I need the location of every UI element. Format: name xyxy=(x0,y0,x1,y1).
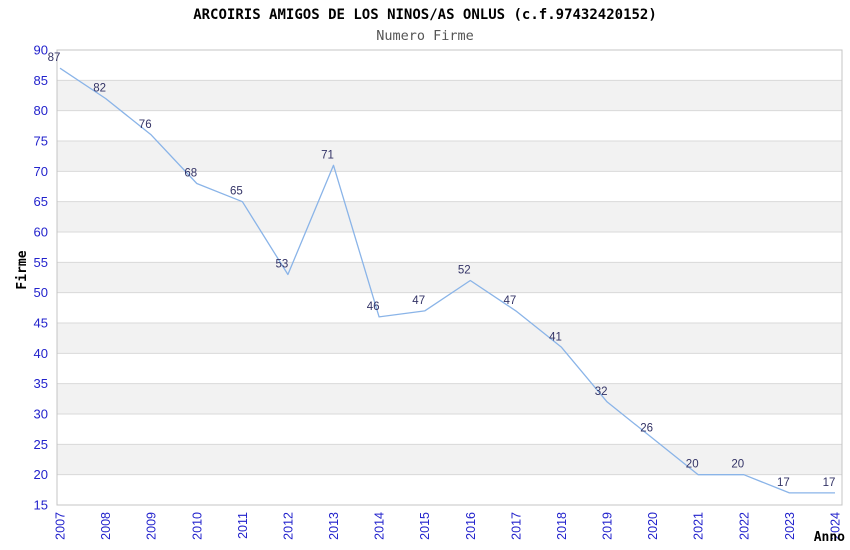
y-tick-label: 85 xyxy=(34,73,48,88)
x-tick-label: 2014 xyxy=(373,512,387,540)
data-point-label: 20 xyxy=(686,459,699,471)
data-point-label: 53 xyxy=(276,259,289,271)
x-tick-label: 2011 xyxy=(236,512,250,539)
y-tick-label: 80 xyxy=(34,103,48,118)
plot-band xyxy=(57,383,842,414)
data-point-label: 87 xyxy=(48,52,61,64)
y-tick-label: 65 xyxy=(34,194,48,209)
x-tick-label: 2018 xyxy=(555,512,569,540)
data-line xyxy=(59,67,835,494)
data-point-label: 17 xyxy=(777,477,790,489)
y-tick-label: 90 xyxy=(34,43,48,58)
y-tick-label: 30 xyxy=(34,407,48,422)
x-tick-label: 2020 xyxy=(646,512,660,540)
x-tick-label: 2012 xyxy=(281,512,295,540)
x-tick-label: 2019 xyxy=(601,512,615,540)
plot-band xyxy=(57,262,842,293)
y-tick-label: 60 xyxy=(34,225,48,240)
plot-band xyxy=(57,323,842,354)
y-tick-label: 35 xyxy=(34,376,48,391)
x-axis-title: Anno xyxy=(814,530,845,545)
y-tick-label: 40 xyxy=(34,346,48,361)
x-tick-label: 2010 xyxy=(190,512,204,540)
data-point-label: 71 xyxy=(321,149,334,161)
chart-subtitle: Numero Firme xyxy=(376,28,474,44)
data-point-label: 68 xyxy=(184,168,197,180)
chart-title: ARCOIRIS AMIGOS DE LOS NINOS/AS ONLUS (c… xyxy=(193,7,657,23)
x-tick-label: 2015 xyxy=(418,512,432,540)
x-tick-label: 2009 xyxy=(145,512,159,540)
x-tick-label: 2022 xyxy=(737,512,751,540)
data-point-label: 52 xyxy=(458,265,471,277)
x-tick-label: 2023 xyxy=(783,512,797,540)
data-point-label: 32 xyxy=(595,386,608,398)
plot-band xyxy=(57,444,842,475)
data-point-label: 47 xyxy=(412,295,425,307)
data-point-label: 17 xyxy=(823,477,836,489)
data-point-label: 46 xyxy=(367,301,380,313)
x-tick-label: 2013 xyxy=(327,512,341,540)
data-point-label: 82 xyxy=(93,83,106,95)
y-tick-label: 50 xyxy=(34,285,48,300)
y-tick-label: 20 xyxy=(34,467,48,482)
y-tick-label: 15 xyxy=(34,498,48,513)
data-point-label: 41 xyxy=(549,331,562,343)
data-point-label: 76 xyxy=(139,119,152,131)
data-point-label: 47 xyxy=(504,295,517,307)
y-tick-label: 70 xyxy=(34,164,48,179)
data-point-label: 65 xyxy=(230,186,243,198)
x-tick-label: 2021 xyxy=(692,512,706,540)
x-tick-label: 2024 xyxy=(829,512,843,540)
y-tick-label: 75 xyxy=(34,134,48,149)
plot-band xyxy=(57,80,842,111)
plot-border xyxy=(56,49,843,506)
data-point-label: 26 xyxy=(640,422,653,434)
y-tick-label: 55 xyxy=(34,255,48,270)
data-point-label: 20 xyxy=(731,459,744,471)
x-tick-label: 2007 xyxy=(54,512,68,540)
plot-band xyxy=(57,141,842,172)
y-tick-label: 45 xyxy=(34,316,48,331)
x-tick-label: 2016 xyxy=(464,512,478,540)
y-axis-title: Firme xyxy=(15,250,30,289)
x-tick-label: 2017 xyxy=(509,512,523,540)
plot-band xyxy=(57,201,842,232)
y-tick-label: 25 xyxy=(34,437,48,452)
x-tick-label: 2008 xyxy=(99,512,113,540)
